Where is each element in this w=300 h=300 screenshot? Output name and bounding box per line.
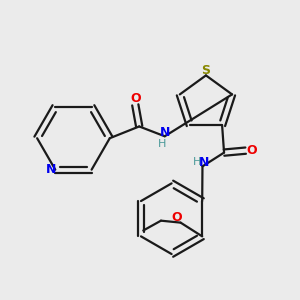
Text: N: N: [160, 126, 170, 139]
Text: N: N: [199, 156, 210, 169]
Text: S: S: [201, 64, 210, 77]
Text: O: O: [171, 211, 182, 224]
Text: O: O: [246, 144, 257, 157]
Text: H: H: [158, 139, 166, 149]
Text: N: N: [46, 163, 56, 176]
Text: O: O: [130, 92, 141, 106]
Text: H: H: [192, 158, 201, 167]
